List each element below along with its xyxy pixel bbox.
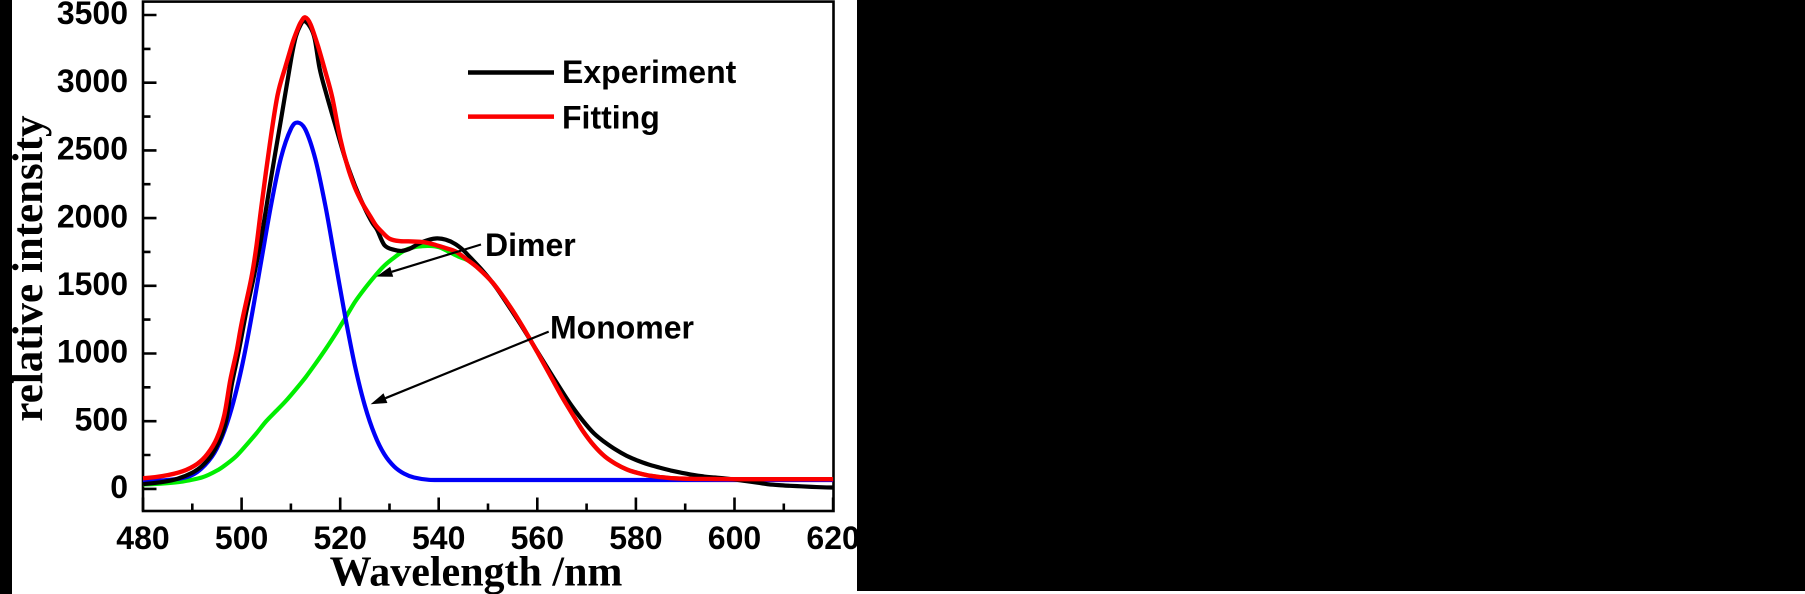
svg-text:0: 0 <box>110 469 128 505</box>
svg-text:600: 600 <box>708 520 761 556</box>
svg-text:1500: 1500 <box>57 266 128 302</box>
svg-text:3000: 3000 <box>57 63 128 99</box>
svg-text:relative intensity: relative intensity <box>5 115 52 422</box>
svg-text:480: 480 <box>116 520 169 556</box>
svg-text:Fitting: Fitting <box>562 100 660 136</box>
svg-text:2500: 2500 <box>57 131 128 167</box>
svg-text:500: 500 <box>215 520 268 556</box>
svg-text:620: 620 <box>806 520 859 556</box>
svg-text:Experiment: Experiment <box>562 54 737 90</box>
svg-text:540: 540 <box>412 520 465 556</box>
svg-text:Monomer: Monomer <box>550 310 694 346</box>
svg-text:500: 500 <box>75 401 128 437</box>
svg-text:2000: 2000 <box>57 198 128 234</box>
svg-text:Dimer: Dimer <box>485 227 576 263</box>
svg-text:560: 560 <box>511 520 564 556</box>
svg-text:3500: 3500 <box>57 0 128 31</box>
svg-text:520: 520 <box>314 520 367 556</box>
svg-text:580: 580 <box>609 520 662 556</box>
svg-text:1000: 1000 <box>57 334 128 370</box>
svg-text:Wavelength /nm: Wavelength /nm <box>330 550 623 594</box>
